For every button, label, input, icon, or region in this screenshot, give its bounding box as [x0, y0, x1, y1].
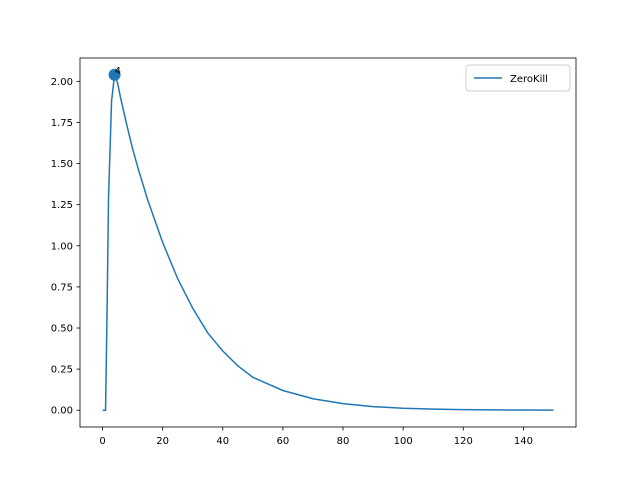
- x-tick-label: 80: [337, 436, 350, 447]
- y-tick-label: 0.75: [51, 282, 73, 293]
- y-tick-label: 1.25: [51, 200, 73, 211]
- y-tick-label: 1.00: [51, 241, 73, 252]
- legend-label-zerokill: ZeroKill: [510, 74, 548, 85]
- x-axis: 0 20 40 60 80 100 120 140: [99, 427, 533, 447]
- y-tick-label: 0.00: [51, 406, 73, 417]
- x-tick-label: 100: [394, 436, 413, 447]
- plot-frame: [79, 57, 577, 428]
- x-tick-label: 40: [216, 436, 229, 447]
- x-tick-label: 60: [277, 436, 290, 447]
- plot-area: [80, 58, 576, 427]
- y-tick-label: 1.50: [51, 159, 73, 170]
- x-tick-label: 120: [454, 436, 473, 447]
- x-tick-label: 0: [99, 436, 105, 447]
- x-tick-label: 20: [156, 436, 169, 447]
- peak-annotation: 4: [115, 66, 121, 77]
- y-axis: 0.00 0.25 0.50 0.75 1.00 1.25 1.50 1.75 2.00: [51, 77, 80, 417]
- legend: ZeroKill: [465, 64, 571, 92]
- y-tick-label: 0.50: [51, 324, 73, 335]
- y-tick-label: 1.75: [51, 118, 73, 129]
- y-tick-label: 2.00: [51, 77, 73, 88]
- x-tick-label: 140: [514, 436, 533, 447]
- y-tick-label: 0.25: [51, 365, 73, 376]
- legend-box: [465, 64, 571, 92]
- peak-marker: [108, 68, 121, 81]
